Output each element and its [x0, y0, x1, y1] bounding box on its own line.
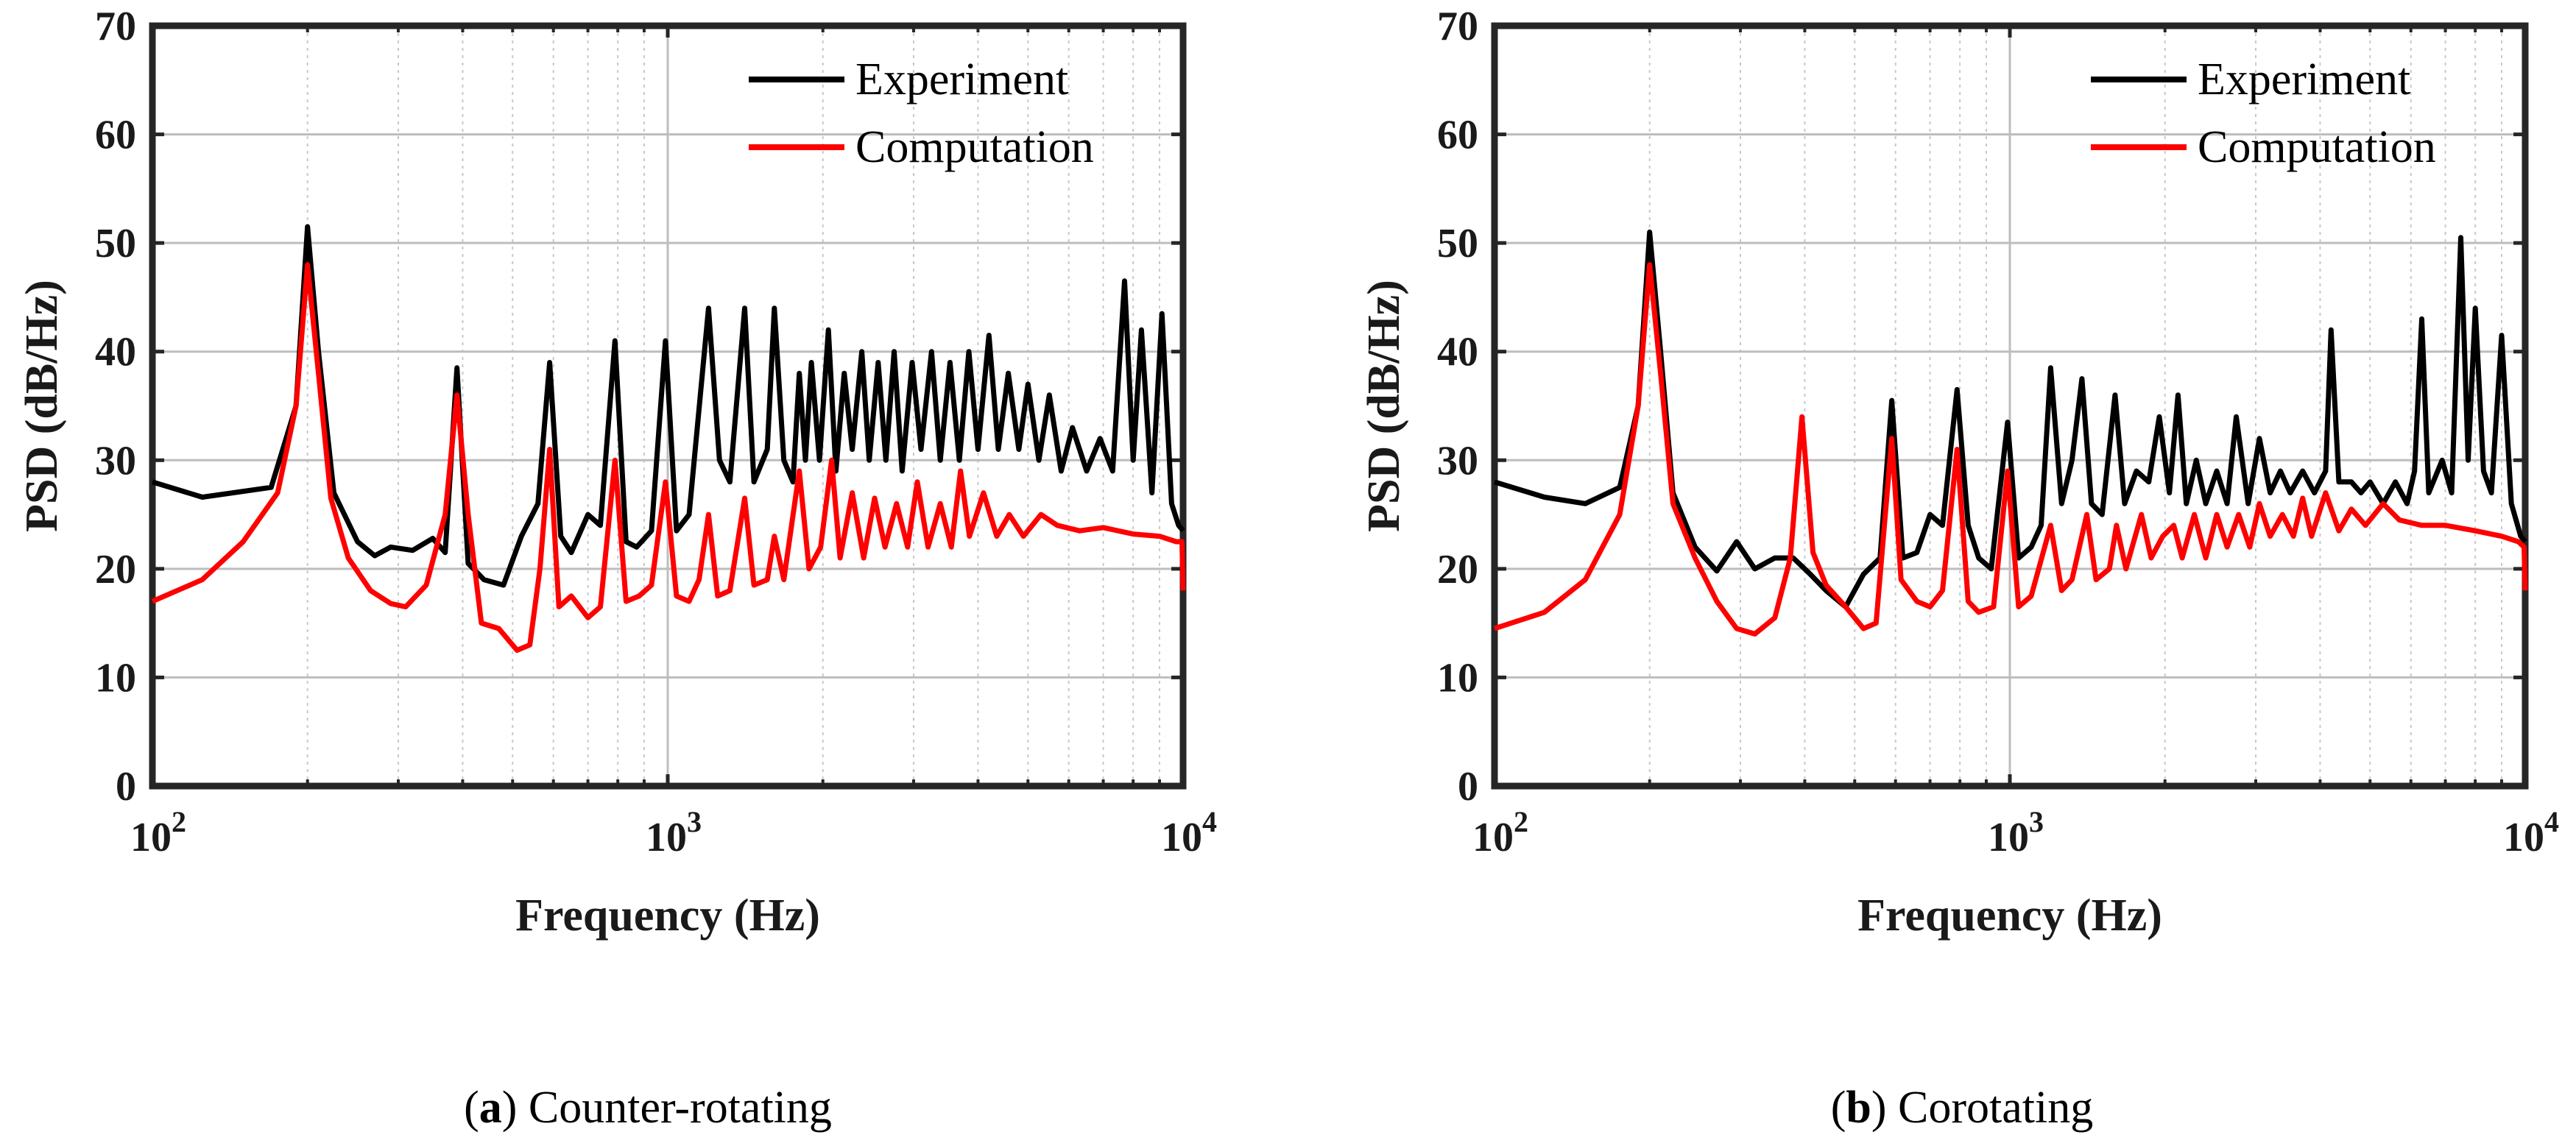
x-tick-base-b: 10: [1988, 815, 2029, 860]
x-tick-exponent-a: 2: [172, 805, 186, 838]
legend-label-experiment-a: Experiment: [855, 54, 1068, 105]
caption-b-text: Corotating: [1898, 1083, 2093, 1133]
x-tick-base-a: 10: [646, 815, 687, 860]
x-axis-label-a: Frequency (Hz): [515, 891, 820, 941]
x-tick-base-a: 10: [130, 815, 172, 860]
x-tick-label-b: 102: [1472, 805, 1528, 860]
legend-label-computation-a: Computation: [855, 122, 1094, 172]
y-axis-label-a: PSD (dB/Hz): [17, 280, 67, 532]
x-tick-base-b: 10: [2503, 815, 2544, 860]
series-line-computation-a: [151, 262, 1186, 653]
x-tick-exponent-b: 3: [2029, 805, 2044, 838]
y-tick-label-a: 30: [95, 438, 136, 484]
x-tick-exponent-a: 3: [687, 805, 702, 838]
y-tick-label-b: 60: [1437, 113, 1478, 158]
y-axis-label-b: PSD (dB/Hz): [1359, 280, 1409, 532]
y-tick-label-b: 40: [1437, 330, 1478, 375]
legend-a: Experiment Computation: [749, 54, 1094, 172]
y-tick-label-a: 60: [95, 113, 136, 158]
x-tick-base-a: 10: [1161, 815, 1202, 860]
y-tick-label-b: 30: [1437, 438, 1478, 484]
x-tick-base-b: 10: [1472, 815, 1514, 860]
y-tick-label-a: 50: [95, 221, 136, 266]
series-line-computation-b: [1493, 262, 2528, 637]
legend-label-experiment-b: Experiment: [2198, 54, 2410, 105]
caption-a: (a) Counter-rotating: [464, 1083, 832, 1133]
y-tick-label-a: 70: [95, 4, 136, 49]
caption-a-letter: a: [479, 1083, 502, 1133]
y-tick-label-a: 20: [95, 547, 136, 592]
legend-b: Experiment Computation: [2091, 54, 2436, 172]
x-tick-label-a: 104: [1161, 805, 1217, 860]
caption-b: (b) Corotating: [1831, 1083, 2094, 1133]
tick-marks-a: [150, 24, 1185, 788]
legend-label-computation-b: Computation: [2198, 122, 2436, 172]
x-tick-label-b: 104: [2503, 805, 2559, 860]
caption-a-text: Counter-rotating: [529, 1083, 832, 1133]
y-tick-label-b: 10: [1437, 655, 1478, 701]
y-tick-label-b: 70: [1437, 4, 1478, 49]
x-axis-label-b: Frequency (Hz): [1857, 891, 2162, 941]
y-tick-label-b: 20: [1437, 547, 1478, 592]
y-tick-label-a: 40: [95, 330, 136, 375]
series-line-experiment-b: [1493, 229, 2527, 609]
grid-b: [1495, 26, 2525, 786]
x-tick-exponent-b: 4: [2544, 805, 2559, 838]
y-tick-label-a: 10: [95, 655, 136, 701]
x-tick-exponent-a: 4: [1202, 805, 1217, 838]
y-tick-label-a: 0: [116, 764, 136, 810]
x-tick-label-a: 102: [130, 805, 186, 860]
y-tick-label-b: 50: [1437, 221, 1478, 266]
x-tick-exponent-b: 2: [1514, 805, 1528, 838]
x-tick-label-b: 103: [1988, 805, 2044, 860]
tick-marks-b: [1492, 24, 2527, 788]
y-tick-label-b: 0: [1458, 764, 1478, 810]
caption-b-letter: b: [1846, 1083, 1871, 1133]
x-tick-label-a: 103: [646, 805, 702, 860]
